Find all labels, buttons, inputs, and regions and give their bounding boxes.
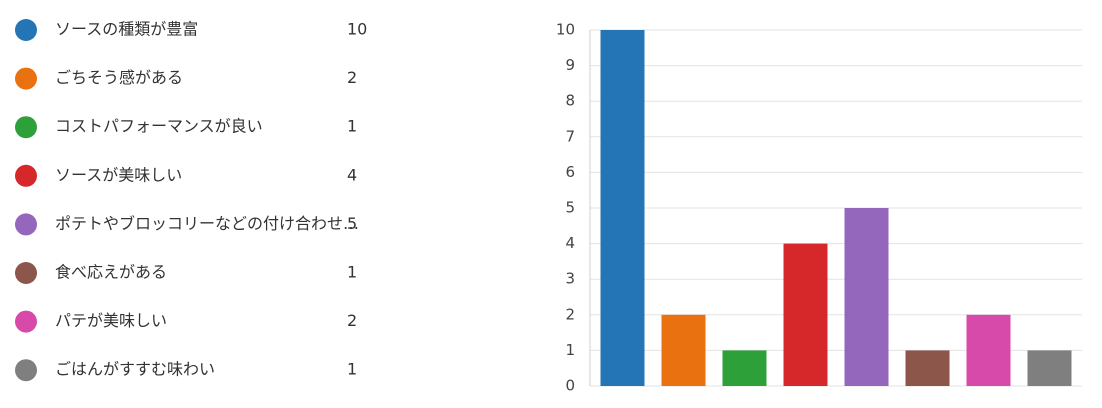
- legend-label: ソースが美味しい: [55, 165, 182, 184]
- legend-label: ごちそう感がある: [55, 68, 183, 87]
- bar: [600, 30, 645, 386]
- legend-count: 1: [347, 360, 357, 379]
- legend-count: 5: [347, 214, 357, 233]
- legend-label: 食べ応えがある: [55, 263, 167, 282]
- legend-count: 10: [347, 20, 367, 39]
- legend-label: ごはんがすすむ味わい: [55, 360, 215, 379]
- y-tick-label: 6: [565, 163, 575, 181]
- legend-count: 1: [347, 117, 357, 136]
- y-tick-label: 7: [565, 127, 575, 145]
- legend-marker: [15, 164, 37, 187]
- legend-marker: [15, 116, 37, 139]
- legend-count: 4: [347, 165, 357, 184]
- bar: [783, 243, 828, 386]
- legend-marker: [15, 213, 37, 236]
- y-tick-label: 10: [556, 21, 575, 39]
- bar: [844, 208, 889, 386]
- y-tick-label: 8: [565, 92, 575, 110]
- legend-marker: [15, 262, 37, 284]
- bar: [966, 314, 1011, 386]
- legend-count: 2: [347, 311, 357, 330]
- y-tick-label: 2: [565, 305, 575, 323]
- legend-count: 2: [347, 68, 357, 87]
- y-tick-label: 9: [565, 56, 575, 74]
- y-tick-label: 1: [565, 341, 575, 359]
- y-tick-label: 0: [565, 377, 575, 395]
- legend-label: コストパフォーマンスが良い: [55, 117, 263, 136]
- legend-marker: [15, 359, 37, 382]
- legend-label: ポテトやブロッコリーなどの付け合わせ…: [55, 214, 359, 233]
- legend-marker: [15, 310, 37, 333]
- legend-label: パテが美味しい: [55, 311, 167, 330]
- y-tick-label: 5: [565, 199, 575, 217]
- bar: [722, 350, 767, 386]
- bar: [661, 314, 706, 386]
- legend-label: ソースの種類が豊富: [55, 20, 198, 39]
- legend-marker: [15, 19, 37, 41]
- legend-count: 1: [347, 263, 357, 282]
- y-tick-label: 4: [565, 234, 575, 252]
- bar: [905, 350, 950, 386]
- bar: [1027, 350, 1072, 386]
- legend-marker: [15, 67, 37, 90]
- y-tick-label: 3: [565, 270, 575, 288]
